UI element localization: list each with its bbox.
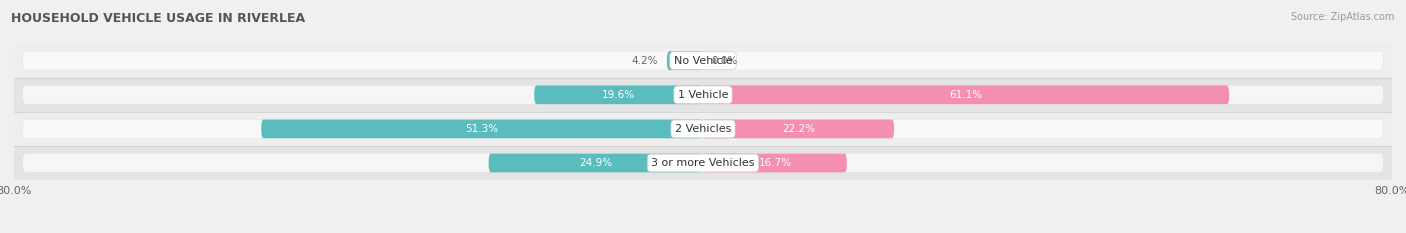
FancyBboxPatch shape xyxy=(22,51,1384,70)
FancyBboxPatch shape xyxy=(14,112,1392,146)
FancyBboxPatch shape xyxy=(666,51,703,70)
FancyBboxPatch shape xyxy=(488,154,703,172)
Text: 0.0%: 0.0% xyxy=(711,56,738,66)
Text: 24.9%: 24.9% xyxy=(579,158,613,168)
Text: No Vehicle: No Vehicle xyxy=(673,56,733,66)
Text: 2 Vehicles: 2 Vehicles xyxy=(675,124,731,134)
FancyBboxPatch shape xyxy=(703,120,894,138)
FancyBboxPatch shape xyxy=(14,78,1392,112)
Text: 51.3%: 51.3% xyxy=(465,124,499,134)
Text: 61.1%: 61.1% xyxy=(949,90,983,100)
Text: 22.2%: 22.2% xyxy=(782,124,815,134)
FancyBboxPatch shape xyxy=(22,154,1384,172)
FancyBboxPatch shape xyxy=(703,154,846,172)
FancyBboxPatch shape xyxy=(14,44,1392,78)
FancyBboxPatch shape xyxy=(262,120,703,138)
FancyBboxPatch shape xyxy=(22,120,1384,138)
Text: 1 Vehicle: 1 Vehicle xyxy=(678,90,728,100)
Text: 16.7%: 16.7% xyxy=(758,158,792,168)
Text: 4.2%: 4.2% xyxy=(631,56,658,66)
FancyBboxPatch shape xyxy=(22,86,1384,104)
FancyBboxPatch shape xyxy=(14,146,1392,180)
Text: Source: ZipAtlas.com: Source: ZipAtlas.com xyxy=(1291,12,1395,22)
FancyBboxPatch shape xyxy=(534,86,703,104)
Text: HOUSEHOLD VEHICLE USAGE IN RIVERLEA: HOUSEHOLD VEHICLE USAGE IN RIVERLEA xyxy=(11,12,305,25)
Text: 19.6%: 19.6% xyxy=(602,90,636,100)
FancyBboxPatch shape xyxy=(703,86,1229,104)
Text: 3 or more Vehicles: 3 or more Vehicles xyxy=(651,158,755,168)
